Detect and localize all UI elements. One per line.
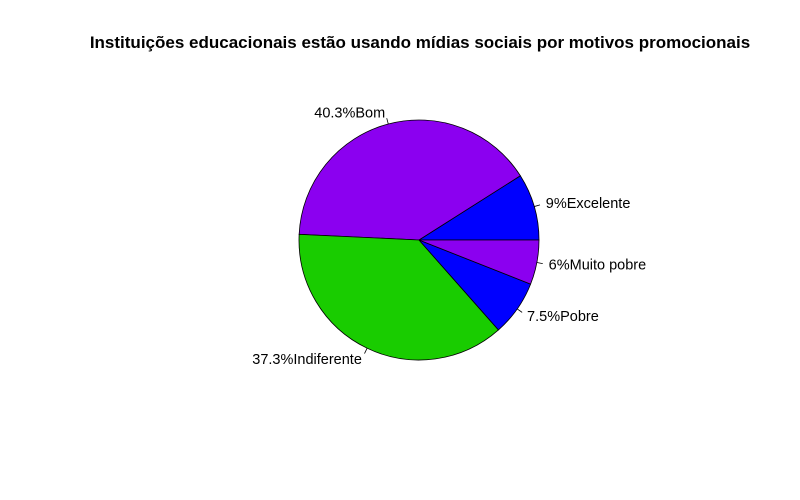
slice-label: 6%Muito pobre <box>549 258 647 274</box>
pie-slices <box>298 119 540 361</box>
label-leader-line <box>516 308 523 313</box>
slice-label: 37.3%Indiferente <box>252 352 362 368</box>
pie-slice <box>298 233 499 361</box>
label-leader-line <box>364 348 368 354</box>
slice-label: 9%Excelente <box>546 196 631 212</box>
pie-slice <box>418 239 540 285</box>
label-leader-line <box>534 204 541 207</box>
chart-title: Instituições educacionais estão usando m… <box>90 33 750 52</box>
label-leader-line <box>386 118 389 125</box>
slice-label: 40.3%Bom <box>314 105 385 121</box>
label-leader-line <box>536 262 543 264</box>
slice-label: 7.5%Pobre <box>527 309 599 325</box>
pie-labels: 9%Excelente 40.3%Bom 37.3%Indiferente 7.5%P… <box>252 105 646 368</box>
